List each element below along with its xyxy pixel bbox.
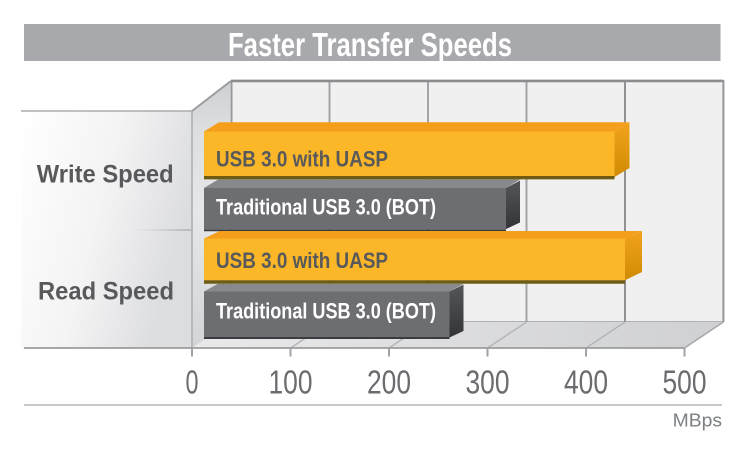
svg-text:Traditional USB 3.0 (BOT): Traditional USB 3.0 (BOT) (216, 195, 436, 220)
svg-text:Faster Transfer Speeds: Faster Transfer Speeds (228, 26, 512, 63)
svg-text:Read Speed: Read Speed (38, 278, 174, 306)
svg-text:200: 200 (367, 364, 411, 401)
svg-text:400: 400 (564, 364, 608, 401)
svg-text:Traditional USB 3.0 (BOT): Traditional USB 3.0 (BOT) (216, 299, 436, 324)
svg-text:MBps: MBps (673, 411, 722, 431)
svg-text:USB 3.0 with UASP: USB 3.0 with UASP (216, 146, 388, 171)
svg-text:100: 100 (269, 364, 313, 401)
svg-text:300: 300 (466, 364, 510, 401)
svg-text:0: 0 (186, 364, 199, 401)
svg-text:Write Speed: Write Speed (37, 161, 174, 189)
svg-text:USB 3.0 with UASP: USB 3.0 with UASP (216, 248, 388, 273)
svg-text:500: 500 (663, 364, 707, 401)
